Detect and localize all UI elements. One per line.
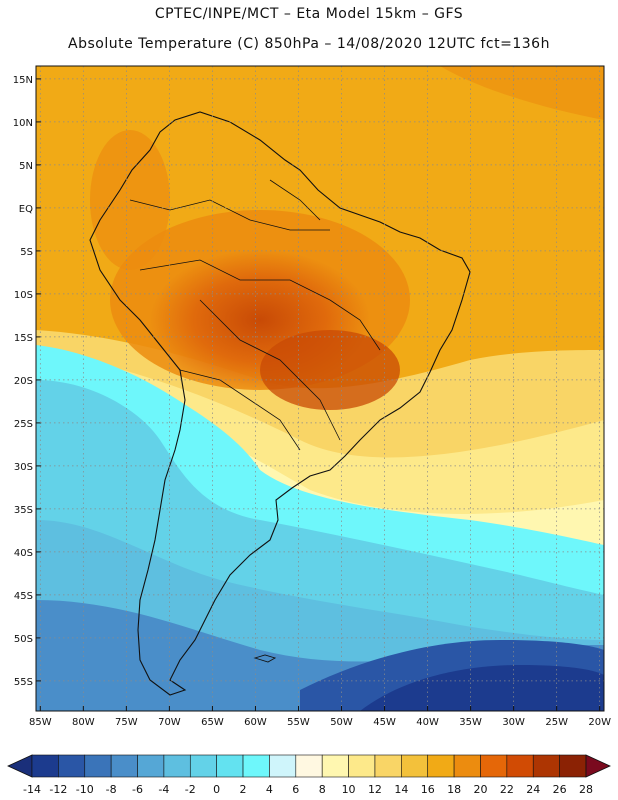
lon-tick-label: 45W [373,717,396,728]
colorbar-label: 28 [579,783,593,796]
lat-tick-label: 20S [14,376,33,387]
colorbar-label: 4 [266,783,273,796]
colorbar-segment [84,754,112,778]
colorbar-label: 14 [394,783,408,796]
colorbar-label: 2 [240,783,247,796]
colorbar-segment [110,754,138,778]
lon-tick-label: 40W [416,717,439,728]
lon-tick-label: 25W [545,717,568,728]
colorbar-label: -8 [106,783,117,796]
colorbar-segment [480,754,508,778]
colorbar-label: 24 [526,783,540,796]
colorbar-segment [453,754,481,778]
lat-lon-grid [36,66,604,711]
colorbar-label: 0 [213,783,220,796]
lat-tick-label: 10N [13,118,33,129]
lon-tick-label: 60W [244,717,267,728]
lat-tick-label: 55S [14,677,33,688]
chart-title-line2: Absolute Temperature (C) 850hPa – 14/08/… [68,36,550,52]
colorbar-segment [58,754,86,778]
colorbar-label: 22 [500,783,514,796]
colorbar-segment [269,754,297,778]
colorbar-label: -4 [158,783,169,796]
colorbar-segment [189,754,217,778]
colorbar-label: -6 [132,783,143,796]
colorbar-segment [532,754,560,778]
colorbar-arrow-min [7,754,33,778]
lat-tick-label: 15S [14,333,33,344]
lon-tick-label: 30W [502,717,525,728]
latitude-labels: 15N 10N 5N EQ 5S 10S 15S 20S 25S 30S 35S 40S 45S 50S 5… [13,75,33,688]
colorbar-segment [559,754,587,778]
lon-tick-label: 65W [201,717,224,728]
colorbar-segment [427,754,455,778]
coastline [89,111,471,696]
colorbar-label: 8 [319,783,326,796]
colorbar-segment [163,754,191,778]
lat-tick-label: 45S [14,591,33,602]
colorbar-label: -12 [49,783,67,796]
colorbar-segment [401,754,429,778]
lon-tick-label: 75W [115,717,138,728]
lon-tick-label: 20W [588,717,611,728]
colorbar-segment [506,754,534,778]
lon-tick-label: 85W [29,717,52,728]
lon-tick-label: 55W [287,717,310,728]
lon-tick-label: 80W [72,717,95,728]
lat-tick-label: 40S [14,548,33,559]
colorbar-segment [242,754,270,778]
colorbar-label: 12 [368,783,382,796]
map-frame [35,65,605,712]
colorbar [7,754,611,778]
temperature-field [36,66,604,711]
lon-tick-label: 50W [330,717,353,728]
lat-tick-label: 25S [14,419,33,430]
lat-tick-label: 10S [14,290,33,301]
colorbar-labels: -14 -12 -10 -8 -6 -4 -2 0 2 4 6 8 10 12 14 16 18 20 22 24 26… [23,783,593,796]
lat-tick-label: 30S [14,462,33,473]
colorbar-segment [321,754,349,778]
colorbar-segment [348,754,376,778]
lon-tick-label: 35W [459,717,482,728]
colorbar-arrow-max [585,754,611,778]
colorbar-label: 20 [473,783,487,796]
lat-tick-label: 5N [19,161,33,172]
lat-tick-label: 15N [13,75,33,86]
colorbar-label: 10 [342,783,356,796]
lat-tick-label: 50S [14,634,33,645]
lat-tick-label: EQ [19,204,33,215]
colorbar-label: 16 [421,783,435,796]
colorbar-segment [31,754,59,778]
colorbar-label: -10 [76,783,94,796]
colorbar-segment [295,754,323,778]
colorbar-label: -14 [23,783,41,796]
colorbar-label: 26 [553,783,567,796]
colorbar-label: -2 [185,783,196,796]
longitude-labels: 85W 80W 75W 70W 65W 60W 55W 50W 45W 40W 35W 30W 25W 2… [29,717,611,728]
lat-tick-label: 35S [14,505,33,516]
chart-title-line1: CPTEC/INPE/MCT – Eta Model 15km – GFS [154,6,464,22]
colorbar-segment [374,754,402,778]
lon-tick-label: 70W [158,717,181,728]
colorbar-label: 6 [292,783,299,796]
colorbar-segment [216,754,244,778]
lat-tick-label: 5S [20,247,33,258]
colorbar-label: 18 [447,783,461,796]
colorbar-segment [137,754,165,778]
